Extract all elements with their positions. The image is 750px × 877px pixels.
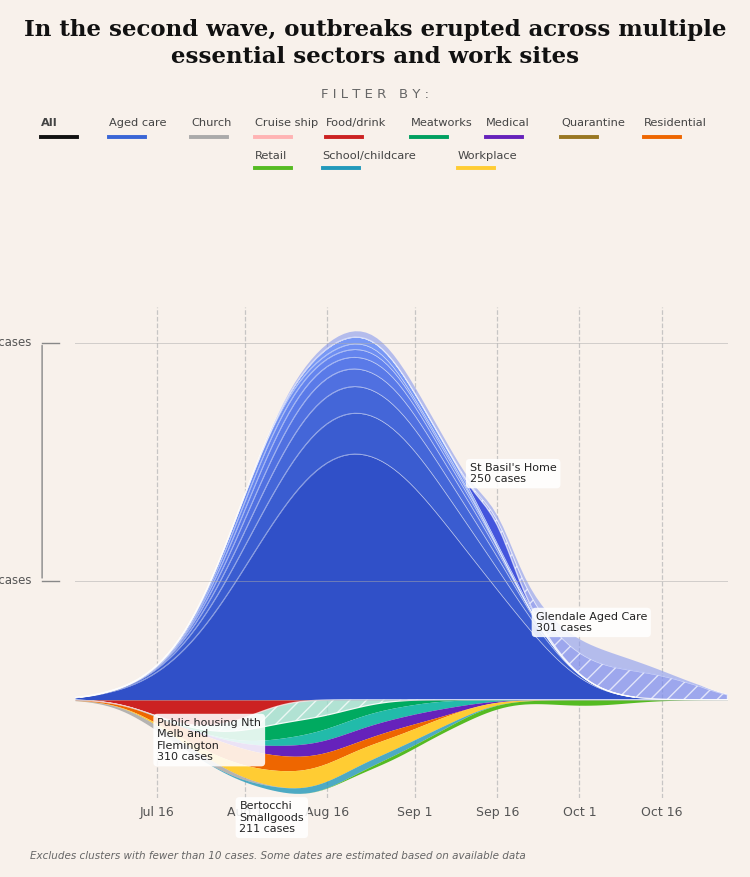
- Text: 3000 cases: 3000 cases: [0, 336, 32, 349]
- Text: Food/drink: Food/drink: [326, 118, 387, 128]
- Text: Retail: Retail: [255, 151, 287, 160]
- Text: Bertocchi
Smallgoods
211 cases: Bertocchi Smallgoods 211 cases: [239, 801, 304, 834]
- Text: Glendale Aged Care
301 cases: Glendale Aged Care 301 cases: [536, 611, 647, 633]
- Text: Church: Church: [191, 118, 232, 128]
- Text: Meatworks: Meatworks: [411, 118, 472, 128]
- Text: F I L T E R   B Y :: F I L T E R B Y :: [321, 88, 429, 101]
- Text: Workplace: Workplace: [458, 151, 518, 160]
- Text: Aged care: Aged care: [109, 118, 166, 128]
- Text: essential sectors and work sites: essential sectors and work sites: [171, 46, 579, 68]
- Text: Cruise ship: Cruise ship: [255, 118, 318, 128]
- Text: School/childcare: School/childcare: [322, 151, 416, 160]
- Text: Public housing Nth
Melb and
Flemington
310 cases: Public housing Nth Melb and Flemington 3…: [158, 717, 261, 762]
- Text: Excludes clusters with fewer than 10 cases. Some dates are estimated based on av: Excludes clusters with fewer than 10 cas…: [30, 852, 526, 861]
- Text: In the second wave, outbreaks erupted across multiple: In the second wave, outbreaks erupted ac…: [24, 19, 726, 41]
- Text: Medical: Medical: [486, 118, 530, 128]
- Text: Residential: Residential: [644, 118, 706, 128]
- Text: 1000 cases: 1000 cases: [0, 574, 32, 588]
- Text: St Basil's Home
250 cases: St Basil's Home 250 cases: [470, 463, 556, 484]
- Text: All: All: [41, 118, 58, 128]
- Text: Quarantine: Quarantine: [561, 118, 625, 128]
